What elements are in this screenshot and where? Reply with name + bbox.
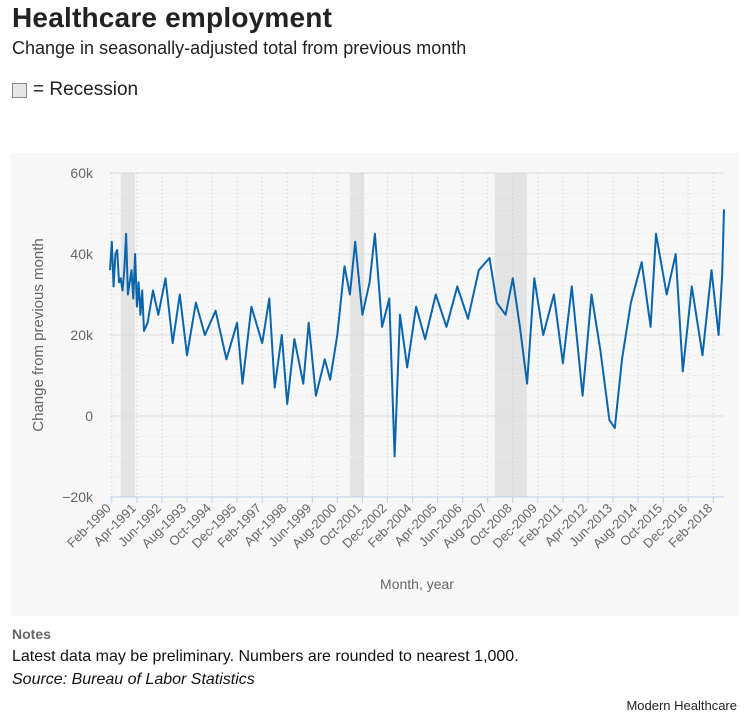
- source-text: Source: Bureau of Labor Statistics: [12, 671, 255, 688]
- y-tick-label-2: 20k: [70, 327, 94, 343]
- y-tick-label-4: −20k: [62, 489, 94, 505]
- recession-legend: = Recession: [12, 79, 138, 101]
- series-line: [109, 209, 725, 458]
- y-tick-label-3: 0: [85, 408, 93, 424]
- chart-title: Healthcare employment: [12, 2, 333, 33]
- y-axis-title: Change from previous month: [30, 238, 47, 431]
- chart-svg[interactable]: 60k40k20k0−20kFeb-1990Apr-1991Jun-1992Au…: [11, 153, 739, 616]
- chart-subtitle: Change in seasonally-adjusted total from…: [12, 38, 467, 58]
- recession-legend-label: = Recession: [33, 79, 139, 100]
- brand-label: Modern Healthcare: [626, 698, 737, 713]
- y-tick-label-1: 40k: [70, 246, 94, 262]
- notes-heading: Notes: [12, 626, 51, 642]
- recession-legend-swatch: [12, 82, 27, 98]
- x-axis-title: Month, year: [380, 576, 454, 592]
- y-tick-label-0: 60k: [70, 165, 94, 181]
- notes-text: Latest data may be preliminary. Numbers …: [12, 648, 519, 665]
- chart-panel: 60k 40k 20k 0 −20k Feb-1990 Apr-1991 Jun-1992 Au…: [11, 153, 739, 616]
